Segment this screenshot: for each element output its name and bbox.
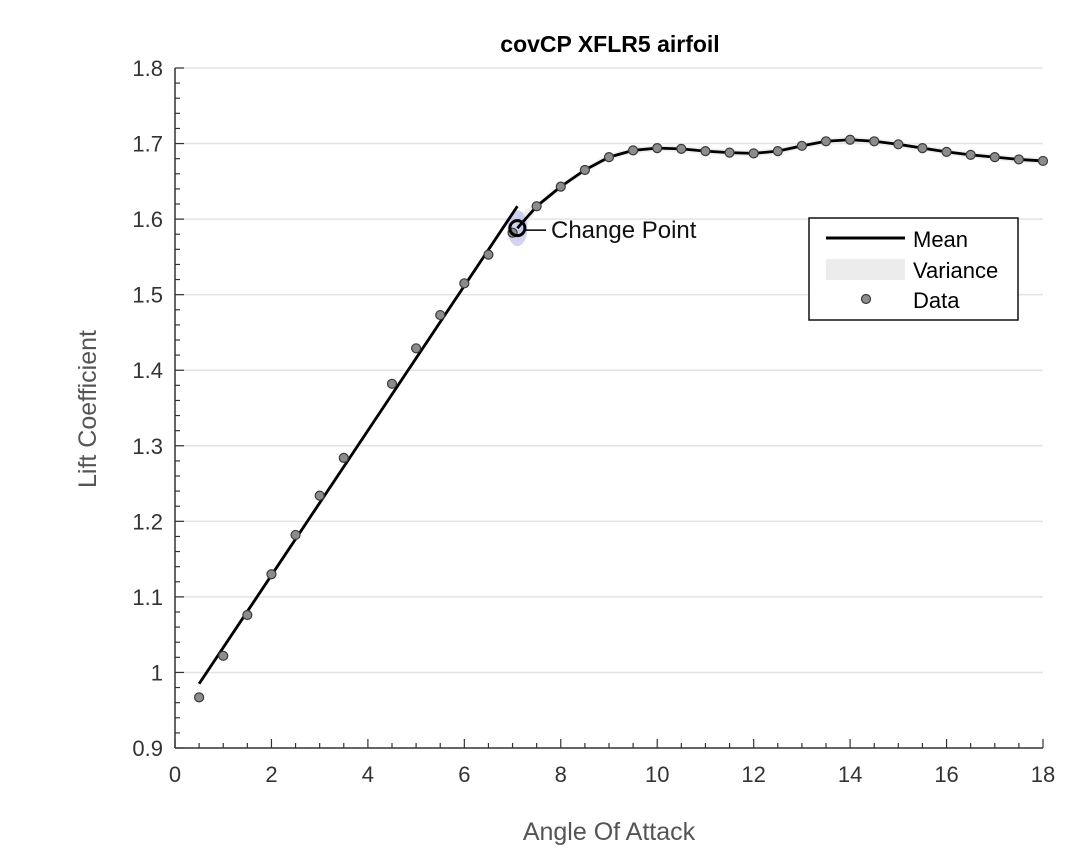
legend-variance-label: Variance bbox=[913, 258, 998, 283]
data-point bbox=[411, 343, 422, 354]
data-point bbox=[796, 140, 807, 151]
data-point bbox=[724, 147, 735, 158]
chart-title: covCP XFLR5 airfoil bbox=[500, 31, 719, 57]
data-point bbox=[290, 529, 301, 541]
tick-labels: 0.9 1 1.1 1.2 1.3 1.4 1.5 1.6 1.7 1.8 0 2 4 6 8 10 12 14 1… bbox=[132, 56, 1055, 787]
data-point bbox=[869, 136, 880, 147]
data-point bbox=[555, 181, 566, 192]
y-tick-label: 1.7 bbox=[132, 132, 163, 157]
data-point bbox=[893, 139, 904, 150]
data-point bbox=[941, 146, 952, 157]
data-point bbox=[579, 164, 590, 176]
y-tick-label: 1.6 bbox=[132, 207, 163, 232]
data-point bbox=[531, 201, 542, 212]
y-tick-label: 1.5 bbox=[132, 283, 163, 308]
y-tick-label: 0.9 bbox=[132, 736, 163, 761]
data-point bbox=[242, 609, 253, 621]
x-tick-label: 6 bbox=[458, 762, 470, 787]
y-tick-label: 1.2 bbox=[132, 509, 163, 534]
data-point bbox=[483, 249, 494, 260]
grid bbox=[175, 67, 1043, 674]
data-point bbox=[917, 142, 928, 154]
data-point bbox=[989, 152, 1000, 163]
data-point bbox=[748, 148, 759, 159]
x-tick-label: 14 bbox=[838, 762, 862, 787]
legend-data-marker bbox=[860, 293, 872, 305]
x-tick-label: 4 bbox=[362, 762, 374, 787]
x-axis-label: Angle Of Attack bbox=[523, 818, 696, 846]
data-point bbox=[820, 136, 832, 147]
legend: Mean Variance Data bbox=[808, 217, 1019, 321]
data-point bbox=[1013, 154, 1024, 165]
change-point-marker bbox=[508, 219, 527, 238]
data-point bbox=[435, 309, 446, 321]
data-point bbox=[700, 146, 711, 157]
data-point bbox=[338, 452, 349, 463]
data-point bbox=[218, 650, 229, 661]
data-point bbox=[266, 569, 277, 580]
y-tick-label: 1.8 bbox=[132, 56, 163, 81]
x-tick-label: 16 bbox=[934, 762, 958, 787]
change-point-annotation: Change Point bbox=[508, 217, 697, 244]
legend-data-label: Data bbox=[913, 288, 960, 313]
x-tick-label: 18 bbox=[1031, 762, 1055, 787]
data-point bbox=[772, 146, 783, 157]
x-tick-label: 10 bbox=[645, 762, 669, 787]
data-point bbox=[194, 692, 205, 703]
data-point bbox=[676, 143, 687, 154]
data-point bbox=[314, 490, 325, 501]
axes bbox=[174, 67, 1044, 749]
y-tick-label: 1 bbox=[151, 660, 163, 685]
data-point bbox=[603, 152, 615, 163]
data-point bbox=[965, 149, 976, 160]
data-point bbox=[628, 145, 639, 156]
y-tick-label: 1.3 bbox=[132, 434, 163, 459]
legend-mean-label: Mean bbox=[913, 227, 968, 252]
data-point bbox=[845, 134, 856, 145]
data-point bbox=[459, 278, 470, 289]
data-points bbox=[194, 134, 1049, 703]
x-tick-label: 0 bbox=[169, 762, 181, 787]
data-point bbox=[1037, 155, 1049, 167]
y-tick-label: 1.4 bbox=[132, 358, 163, 383]
x-tick-label: 2 bbox=[265, 762, 277, 787]
y-tick-label: 1.1 bbox=[132, 585, 163, 610]
x-tick-label: 8 bbox=[555, 762, 567, 787]
x-tick-label: 12 bbox=[741, 762, 765, 787]
legend-variance-swatch bbox=[826, 259, 905, 280]
change-point-label: Change Point bbox=[551, 217, 697, 244]
y-axis-label: Lift Coefficient bbox=[74, 330, 102, 488]
data-point bbox=[386, 378, 398, 389]
data-point bbox=[652, 142, 663, 154]
